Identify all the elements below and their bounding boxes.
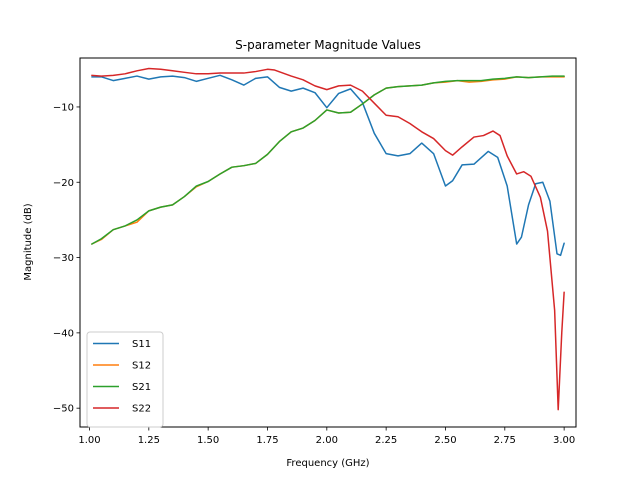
x-axis: 1.00 1.25 1.50 1.75 2.00 2.25 2.50 2.75 3.00 <box>78 427 575 446</box>
y-axis-label: Magnitude (dB) <box>23 203 34 280</box>
series-line-s22 <box>91 67 565 411</box>
legend-box <box>86 331 164 428</box>
legend-label-s11: S11 <box>132 339 151 350</box>
x-tick-label: 1.00 <box>78 435 100 446</box>
x-tick-label: 3.00 <box>553 435 575 446</box>
series-line-s11 <box>91 74 565 257</box>
x-axis-label: Frequency (GHz) <box>286 458 369 469</box>
plot-frame <box>79 57 577 428</box>
y-axis: −10 −20 −30 −40 −50 <box>53 102 80 415</box>
y-tick-label: −10 <box>53 102 74 113</box>
legend: S11 S12 S21 S22 <box>86 331 164 428</box>
x-tick-label: 2.25 <box>375 435 397 446</box>
x-tick-label: 2.75 <box>494 435 516 446</box>
legend-label-s21: S21 <box>132 382 151 393</box>
series-line-s21 <box>91 75 565 245</box>
x-tick-label: 1.25 <box>138 435 160 446</box>
y-tick-label: −30 <box>53 253 74 264</box>
x-tick-label: 2.00 <box>316 435 338 446</box>
legend-label-s12: S12 <box>132 361 151 372</box>
y-tick-label: −40 <box>53 328 74 339</box>
y-tick-label: −20 <box>53 178 74 189</box>
y-tick-label: −50 <box>53 404 74 415</box>
x-tick-label: 1.75 <box>256 435 278 446</box>
series-layer <box>91 67 565 411</box>
x-tick-label: 1.50 <box>197 435 219 446</box>
x-tick-label: 2.50 <box>434 435 456 446</box>
legend-label-s22: S22 <box>132 404 151 415</box>
chart-title: S-parameter Magnitude Values <box>235 38 421 52</box>
